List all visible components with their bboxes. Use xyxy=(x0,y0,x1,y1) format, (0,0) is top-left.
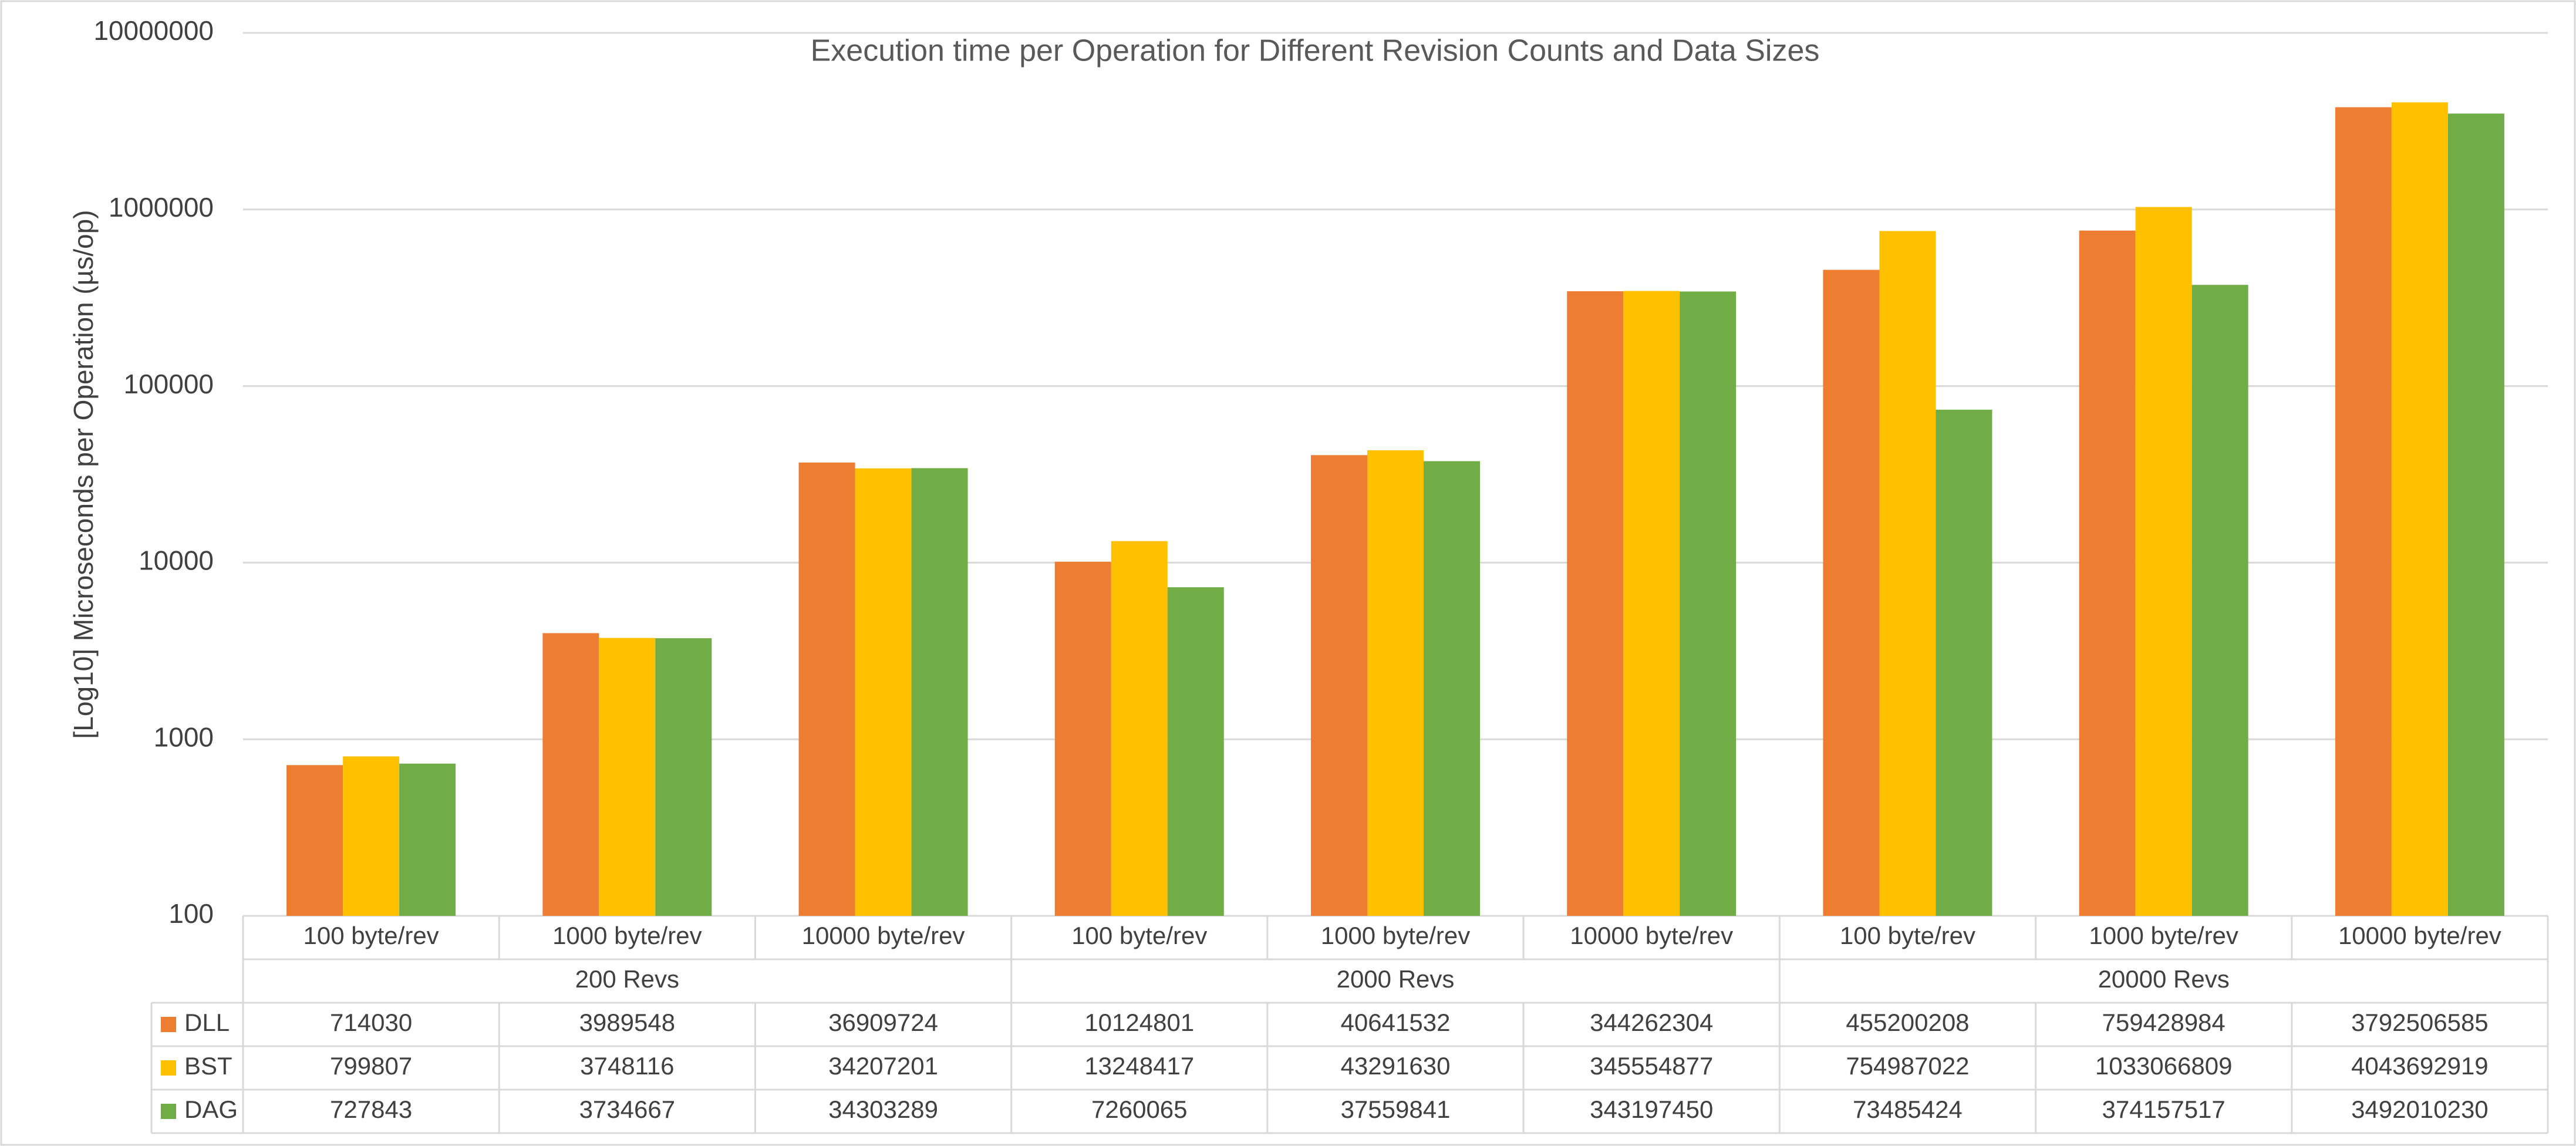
table-value: 3492010230 xyxy=(2351,1096,2489,1123)
table-value: 714030 xyxy=(330,1009,412,1036)
table-value: 40641532 xyxy=(1341,1009,1451,1036)
bar xyxy=(2191,285,2248,916)
bar xyxy=(2447,113,2504,916)
bar xyxy=(798,462,855,916)
table-value: 3734667 xyxy=(579,1096,676,1123)
x-tick-label: 100 byte/rev xyxy=(304,922,439,949)
table-value: 10124801 xyxy=(1084,1009,1194,1036)
table-value: 799807 xyxy=(330,1052,412,1080)
bar xyxy=(855,468,912,916)
y-tick-label: 10000000 xyxy=(93,15,214,46)
bar xyxy=(1424,461,1480,916)
bar xyxy=(1111,541,1168,916)
table-value: 4043692919 xyxy=(2351,1052,2489,1080)
bar xyxy=(286,765,343,916)
table-value: 7260065 xyxy=(1091,1096,1188,1123)
bar xyxy=(911,468,968,916)
bar xyxy=(2135,207,2192,916)
table-value: 1033066809 xyxy=(2095,1052,2233,1080)
table-value: 37559841 xyxy=(1341,1096,1451,1123)
legend-swatch xyxy=(161,1060,176,1076)
bar xyxy=(1623,291,1680,916)
table-value: 455200208 xyxy=(1846,1009,1969,1036)
y-axis-label: [Log10] Microseconds per Operation (µs/o… xyxy=(68,210,99,739)
x-tick-label: 1000 byte/rev xyxy=(2089,922,2238,949)
bar xyxy=(1936,409,1992,916)
y-tick-label: 100 xyxy=(168,898,214,929)
bar xyxy=(343,756,400,916)
x-tick-label: 10000 byte/rev xyxy=(802,922,965,949)
bar xyxy=(2079,230,2136,916)
y-tick-label: 10000 xyxy=(139,545,214,576)
table-value: 3989548 xyxy=(579,1009,676,1036)
bar xyxy=(2335,107,2392,916)
bar xyxy=(1167,587,1224,916)
table-value: 374157517 xyxy=(2102,1096,2226,1123)
category-group-label: 2000 Revs xyxy=(1337,965,1455,993)
legend-swatch xyxy=(161,1017,176,1032)
x-tick-label: 1000 byte/rev xyxy=(552,922,702,949)
table-value: 759428984 xyxy=(2102,1009,2226,1036)
bar xyxy=(399,763,456,916)
x-tick-label: 10000 byte/rev xyxy=(2338,922,2501,949)
bar xyxy=(1879,231,1936,916)
legend-label: DAG xyxy=(184,1096,238,1123)
bar xyxy=(655,638,712,916)
table-value: 34303289 xyxy=(828,1096,938,1123)
bar xyxy=(1054,561,1111,916)
bar xyxy=(1367,450,1424,916)
table-value: 3792506585 xyxy=(2351,1009,2489,1036)
table-value: 345554877 xyxy=(1590,1052,1713,1080)
table-value: 43291630 xyxy=(1341,1052,1451,1080)
table-value: 727843 xyxy=(330,1096,412,1123)
category-group-label: 20000 Revs xyxy=(2098,965,2230,993)
table-value: 344262304 xyxy=(1590,1009,1713,1036)
bar xyxy=(1311,455,1367,916)
bar xyxy=(1823,269,1880,916)
bar xyxy=(542,633,599,916)
y-tick-label: 1000000 xyxy=(109,192,214,223)
bar xyxy=(1680,291,1737,916)
legend-swatch xyxy=(161,1104,176,1119)
x-tick-label: 1000 byte/rev xyxy=(1321,922,1471,949)
table-value: 3748116 xyxy=(580,1052,674,1080)
x-tick-label: 100 byte/rev xyxy=(1840,922,1975,949)
bar xyxy=(599,638,656,916)
table-value: 343197450 xyxy=(1590,1096,1713,1123)
legend-label: BST xyxy=(184,1052,232,1080)
table-value: 13248417 xyxy=(1084,1052,1194,1080)
table-value: 73485424 xyxy=(1853,1096,1963,1123)
legend-label: DLL xyxy=(184,1009,230,1036)
table-value: 36909724 xyxy=(828,1009,938,1036)
y-tick-label: 1000 xyxy=(154,722,214,752)
bar xyxy=(2391,102,2448,916)
y-tick-label: 100000 xyxy=(124,369,214,399)
chart-title: Execution time per Operation for Differe… xyxy=(811,34,1820,68)
bar xyxy=(1567,291,1624,916)
category-group-label: 200 Revs xyxy=(575,965,679,993)
table-value: 34207201 xyxy=(828,1052,938,1080)
table-value: 754987022 xyxy=(1846,1052,1969,1080)
x-tick-label: 100 byte/rev xyxy=(1071,922,1207,949)
x-tick-label: 10000 byte/rev xyxy=(1570,922,1733,949)
